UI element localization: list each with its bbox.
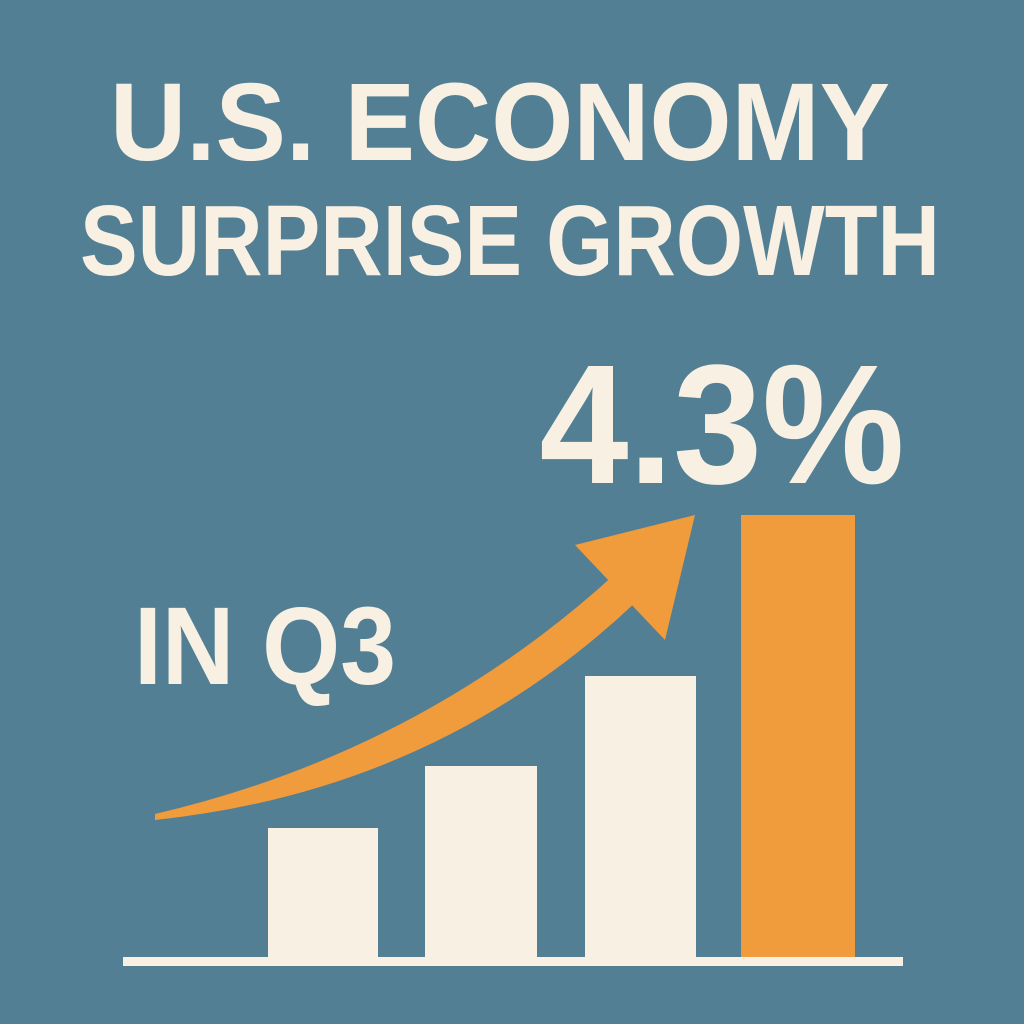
bar xyxy=(741,515,855,960)
arrow-head xyxy=(575,515,695,640)
title-line: U.S. ECONOMY xyxy=(110,61,890,184)
bar xyxy=(268,828,378,960)
bar-illustration xyxy=(123,515,903,966)
bar xyxy=(585,676,696,960)
bar xyxy=(425,766,537,960)
baseline xyxy=(123,957,903,966)
title-line: SURPRISE GROWTH xyxy=(80,185,940,297)
arrow-shaft xyxy=(155,574,640,820)
period-label: IN Q3 xyxy=(134,585,396,708)
headline-figure: 4.3% xyxy=(540,330,905,520)
growth-arrow xyxy=(155,515,695,820)
